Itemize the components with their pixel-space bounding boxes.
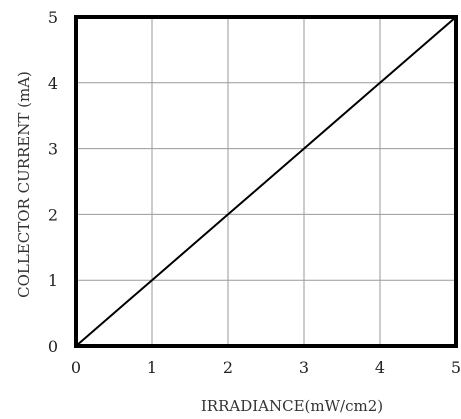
x-tick-label-3: 3 (299, 358, 309, 377)
y-tick-label-2: 2 (48, 205, 58, 224)
plot-frame (74, 15, 458, 348)
x-tick-label-5: 5 (451, 358, 461, 377)
y-tick-label-5: 5 (48, 8, 58, 27)
y-tick-labels: 0 1 2 3 4 5 (48, 8, 58, 356)
y-tick-label-0: 0 (48, 337, 58, 356)
x-tick-label-4: 4 (375, 358, 385, 377)
series-line-0 (75, 16, 457, 347)
y-axis-label: COLLECTOR CURRENT (mA) (15, 71, 33, 298)
x-axis-label: IRRADIANCE(mW/cm2) (201, 397, 383, 415)
x-tick-label-1: 1 (147, 358, 157, 377)
x-tick-labels: 0 1 2 3 4 5 (71, 358, 461, 377)
y-tick-label-3: 3 (48, 140, 58, 159)
x-tick-label-2: 2 (223, 358, 233, 377)
x-tick-label-0: 0 (71, 358, 81, 377)
series-layer (75, 16, 457, 347)
y-tick-label-1: 1 (48, 271, 58, 290)
y-tick-label-4: 4 (48, 74, 58, 93)
